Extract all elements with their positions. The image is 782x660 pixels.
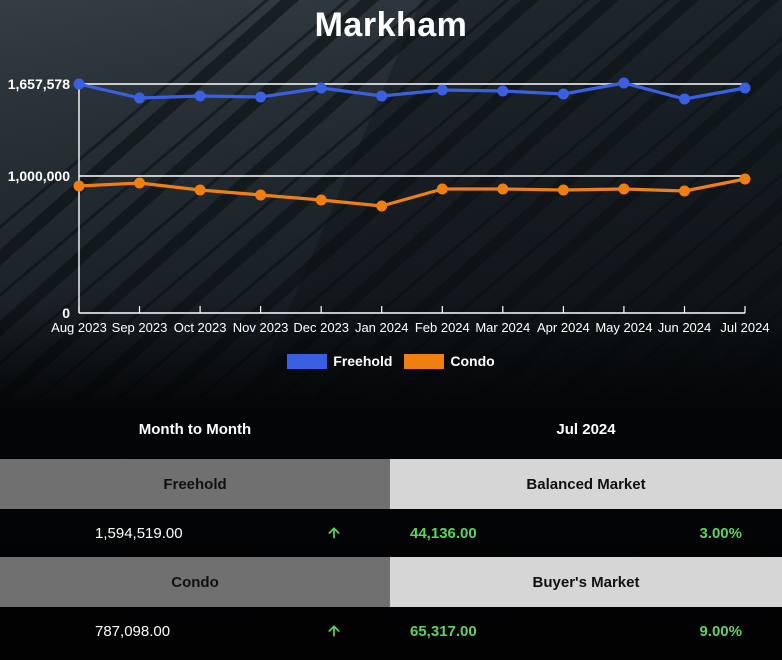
svg-text:0: 0 [62,305,70,321]
svg-text:Feb 2024: Feb 2024 [415,320,470,335]
svg-text:Aug 2023: Aug 2023 [51,320,107,335]
svg-text:Apr 2024: Apr 2024 [537,320,590,335]
svg-text:May 2024: May 2024 [595,320,652,335]
svg-text:Mar 2024: Mar 2024 [475,320,530,335]
svg-text:1,657,578: 1,657,578 [8,76,70,92]
svg-text:Sep 2023: Sep 2023 [112,320,168,335]
svg-text:Dec 2023: Dec 2023 [293,320,349,335]
svg-text:Jan 2024: Jan 2024 [355,320,409,335]
svg-text:Jul 2024: Jul 2024 [720,320,769,335]
svg-text:Jun 2024: Jun 2024 [658,320,712,335]
svg-text:1,000,000: 1,000,000 [8,168,70,184]
svg-text:Nov 2023: Nov 2023 [233,320,289,335]
svg-text:Oct 2023: Oct 2023 [174,320,227,335]
